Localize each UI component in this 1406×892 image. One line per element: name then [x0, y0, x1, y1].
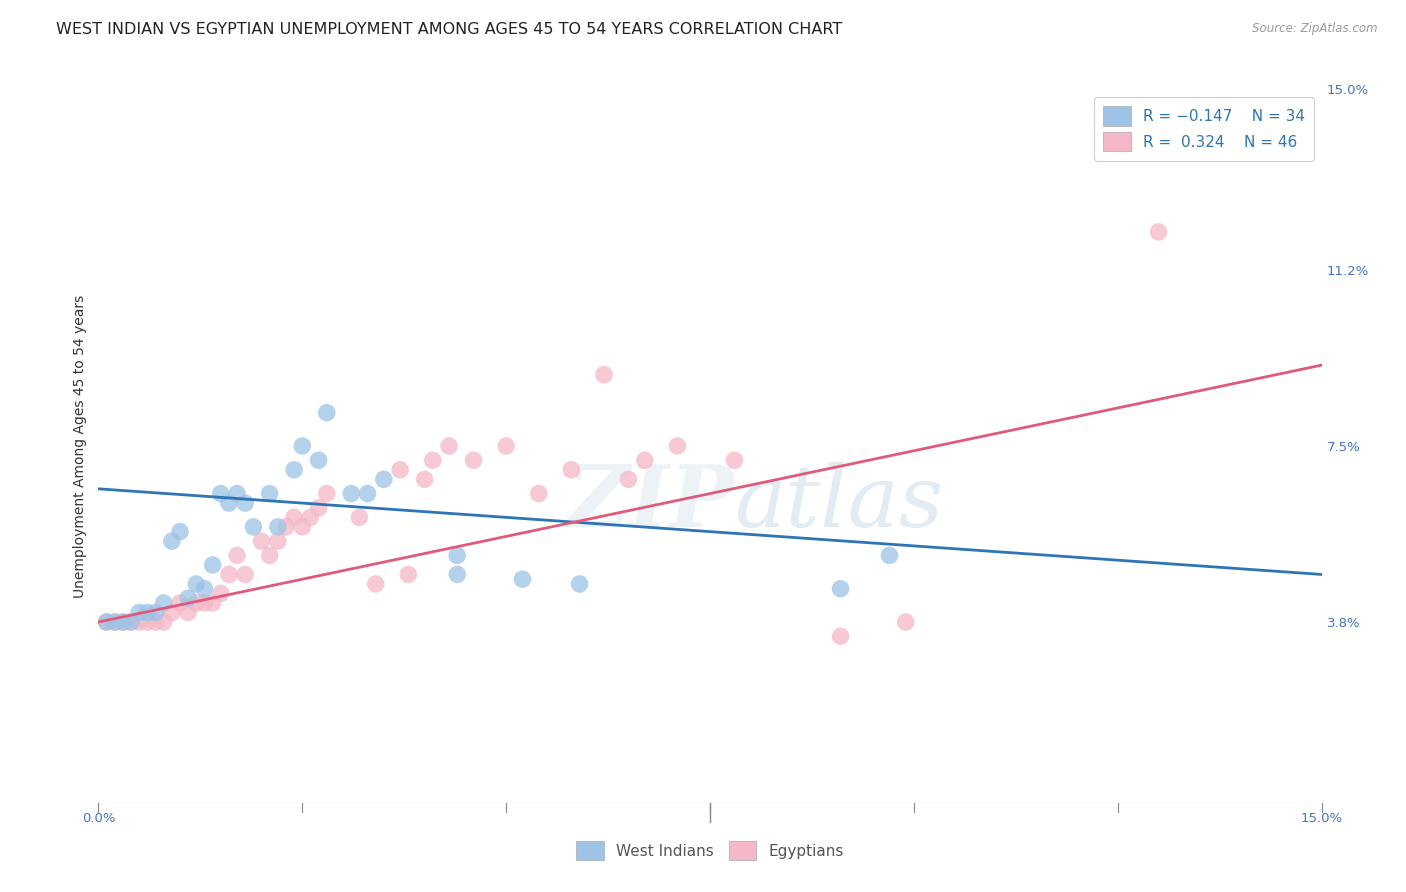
- Point: [308, 453, 330, 467]
- Point: [894, 615, 917, 629]
- Point: [373, 472, 395, 486]
- Point: [186, 577, 208, 591]
- Point: [267, 534, 290, 549]
- Point: [283, 463, 305, 477]
- Point: [396, 567, 419, 582]
- Point: [201, 596, 224, 610]
- Point: [340, 486, 363, 500]
- Point: [723, 453, 745, 467]
- Point: [111, 615, 134, 629]
- Point: [512, 572, 534, 586]
- Point: [1147, 225, 1170, 239]
- Point: [568, 577, 591, 591]
- Point: [283, 510, 305, 524]
- Point: [209, 586, 232, 600]
- Point: [437, 439, 460, 453]
- Point: [226, 486, 249, 500]
- Point: [495, 439, 517, 453]
- Point: [349, 510, 371, 524]
- Text: ZIP: ZIP: [567, 461, 734, 545]
- Point: [218, 567, 240, 582]
- Point: [634, 453, 657, 467]
- Point: [226, 549, 249, 563]
- Point: [308, 500, 330, 515]
- Point: [104, 615, 127, 629]
- Point: [233, 567, 256, 582]
- Point: [299, 510, 322, 524]
- Point: [315, 486, 337, 500]
- Point: [242, 520, 264, 534]
- Point: [666, 439, 689, 453]
- Point: [356, 486, 378, 500]
- Point: [259, 549, 281, 563]
- Point: [160, 534, 183, 549]
- Point: [120, 615, 142, 629]
- Point: [104, 615, 127, 629]
- Point: [111, 615, 134, 629]
- Point: [233, 496, 256, 510]
- Point: [364, 577, 387, 591]
- Point: [209, 486, 232, 500]
- Point: [291, 520, 314, 534]
- Point: [413, 472, 436, 486]
- Point: [560, 463, 582, 477]
- Point: [128, 615, 150, 629]
- Point: [617, 472, 640, 486]
- Point: [145, 606, 167, 620]
- Point: [250, 534, 273, 549]
- Point: [152, 596, 174, 610]
- Point: [218, 496, 240, 510]
- Point: [169, 524, 191, 539]
- Point: [128, 606, 150, 620]
- Point: [201, 558, 224, 572]
- Point: [177, 591, 200, 606]
- Point: [169, 596, 191, 610]
- Point: [136, 606, 159, 620]
- Point: [389, 463, 412, 477]
- Point: [593, 368, 616, 382]
- Point: [152, 615, 174, 629]
- Point: [193, 596, 215, 610]
- Point: [446, 549, 468, 563]
- Point: [259, 486, 281, 500]
- Point: [160, 606, 183, 620]
- Point: [879, 549, 901, 563]
- Point: [422, 453, 444, 467]
- Y-axis label: Unemployment Among Ages 45 to 54 years: Unemployment Among Ages 45 to 54 years: [73, 294, 87, 598]
- Point: [136, 615, 159, 629]
- Point: [96, 615, 118, 629]
- Point: [463, 453, 485, 467]
- Point: [145, 615, 167, 629]
- Text: WEST INDIAN VS EGYPTIAN UNEMPLOYMENT AMONG AGES 45 TO 54 YEARS CORRELATION CHART: WEST INDIAN VS EGYPTIAN UNEMPLOYMENT AMO…: [56, 22, 842, 37]
- Point: [315, 406, 337, 420]
- Point: [267, 520, 290, 534]
- Point: [446, 567, 468, 582]
- Legend: West Indians, Egyptians: West Indians, Egyptians: [569, 835, 851, 866]
- Point: [830, 629, 852, 643]
- Point: [291, 439, 314, 453]
- Point: [193, 582, 215, 596]
- Point: [274, 520, 297, 534]
- Point: [186, 596, 208, 610]
- Point: [96, 615, 118, 629]
- Point: [830, 582, 852, 596]
- Point: [120, 615, 142, 629]
- Text: atlas: atlas: [734, 462, 943, 544]
- Text: Source: ZipAtlas.com: Source: ZipAtlas.com: [1253, 22, 1378, 36]
- Point: [177, 606, 200, 620]
- Point: [527, 486, 550, 500]
